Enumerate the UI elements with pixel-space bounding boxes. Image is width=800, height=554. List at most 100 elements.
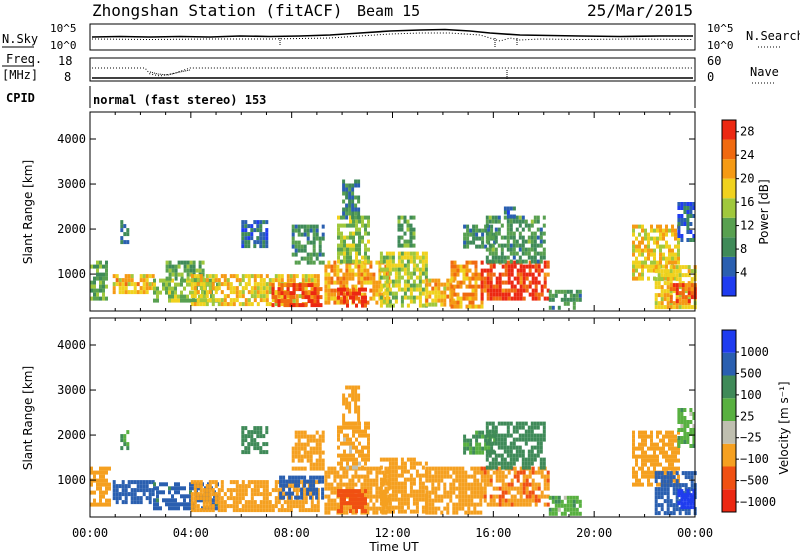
data-cell [382, 477, 386, 482]
data-cell [304, 291, 308, 296]
data-cell [211, 480, 215, 485]
data-cell [105, 502, 108, 507]
data-cell [644, 450, 647, 455]
data-cell [295, 298, 299, 303]
data-cell [403, 279, 407, 284]
data-cell [509, 445, 513, 450]
data-cell [340, 291, 343, 296]
data-cell [488, 235, 492, 240]
data-cell [297, 495, 301, 500]
data-cell [409, 259, 413, 264]
data-cell [412, 299, 416, 304]
data-cell [431, 482, 435, 487]
data-cell [342, 272, 346, 277]
data-cell [256, 434, 260, 439]
data-cell [501, 470, 505, 475]
data-cell [351, 211, 355, 216]
data-cell [202, 282, 206, 287]
data-cell [148, 274, 152, 279]
data-cell [518, 437, 522, 442]
data-cell [301, 508, 305, 513]
data-cell [638, 430, 641, 435]
data-cell [142, 278, 146, 283]
data-cell [327, 272, 331, 277]
data-cell [355, 291, 358, 296]
data-cell [674, 244, 677, 249]
data-cell [310, 291, 314, 296]
data-cell [656, 458, 659, 463]
data-cell [202, 496, 206, 501]
data-cell [474, 292, 478, 297]
data-cell [367, 247, 370, 252]
data-cell [124, 484, 128, 489]
data-cell [198, 260, 202, 265]
data-cell [437, 278, 441, 283]
data-cell [488, 231, 492, 236]
data-cell [519, 486, 523, 491]
data-cell [190, 294, 194, 299]
data-cell [660, 297, 664, 302]
data-cell [145, 278, 149, 283]
data-cell [483, 470, 487, 475]
data-cell [309, 458, 313, 463]
data-cell [656, 462, 659, 467]
data-cell [406, 263, 410, 268]
data-cell [165, 502, 168, 507]
data-cell [316, 274, 320, 279]
data-cell [521, 461, 525, 466]
data-cell [462, 296, 466, 301]
data-cell [428, 494, 432, 499]
data-cell [641, 458, 644, 463]
data-cell [446, 494, 450, 499]
data-cell [690, 283, 694, 288]
data-cell [348, 421, 352, 426]
data-cell [244, 438, 248, 443]
data-cell [292, 504, 296, 509]
data-cell [566, 499, 570, 504]
data-cell [494, 251, 498, 256]
data-cell [312, 236, 316, 241]
data-cell [495, 288, 499, 293]
data-cell [644, 232, 647, 237]
data-cell [481, 228, 485, 233]
data-cell [394, 477, 398, 482]
data-cell [494, 433, 498, 438]
data-cell [162, 490, 165, 495]
data-cell [539, 445, 543, 450]
data-cell [291, 491, 295, 496]
data-cell [473, 466, 477, 471]
data-cell [388, 259, 392, 264]
data-cell [241, 236, 245, 241]
data-cell [348, 191, 352, 196]
data-cell [476, 486, 480, 491]
data-cell [336, 486, 340, 491]
data-cell [372, 478, 376, 483]
data-cell [346, 235, 349, 240]
data-cell [337, 489, 340, 494]
data-cell [533, 231, 537, 236]
data-cell [397, 485, 401, 490]
data-cell [349, 493, 352, 498]
data-cell [459, 284, 463, 289]
data-cell [307, 283, 311, 288]
data-cell [486, 276, 490, 281]
data-cell [265, 442, 269, 447]
nave-trace-dip [149, 69, 191, 76]
data-cell [318, 450, 322, 455]
data-cell [102, 494, 105, 499]
data-cell [337, 425, 340, 430]
data-cell [507, 292, 511, 297]
data-cell [534, 494, 538, 499]
data-cell [345, 401, 349, 406]
data-cell [391, 505, 395, 510]
data-cell [513, 284, 517, 289]
data-cell [487, 228, 491, 233]
data-cell [459, 280, 463, 285]
data-cell [491, 457, 495, 462]
data-cell [351, 268, 355, 273]
data-cell [394, 505, 398, 510]
data-cell [151, 492, 155, 497]
data-cell [650, 264, 653, 269]
data-cell [238, 508, 242, 513]
data-cell [177, 282, 180, 287]
